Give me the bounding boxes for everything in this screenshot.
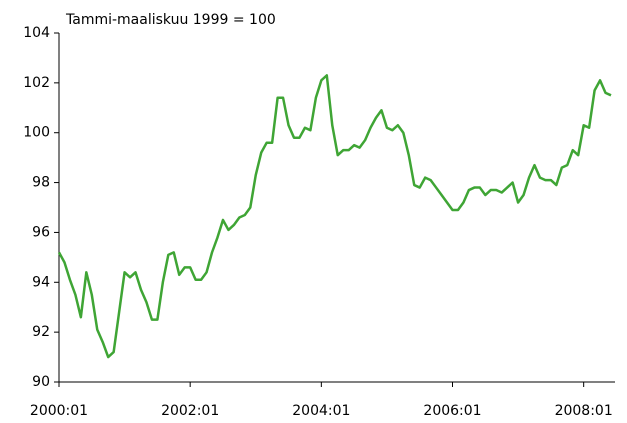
- x-tick-label: 2006:01: [423, 403, 481, 419]
- y-tick-label: 90: [32, 374, 50, 390]
- y-tick-label: 104: [23, 25, 50, 41]
- chart-subtitle: Tammi-maaliskuu 1999 = 100: [65, 12, 276, 28]
- y-tick-label: 98: [32, 175, 50, 191]
- y-tick-label: 96: [32, 224, 50, 240]
- y-tick-label: 94: [32, 274, 50, 290]
- y-tick-label: 102: [23, 75, 50, 91]
- x-tick-label: 2002:01: [161, 403, 219, 419]
- x-tick-label: 2000:01: [30, 403, 88, 419]
- line-series: [57, 74, 612, 359]
- y-tick-label: 92: [32, 324, 50, 340]
- y-tick-label: 100: [23, 125, 50, 141]
- x-tick-label: 2004:01: [292, 403, 350, 419]
- x-tick-label: 2008:01: [555, 403, 613, 419]
